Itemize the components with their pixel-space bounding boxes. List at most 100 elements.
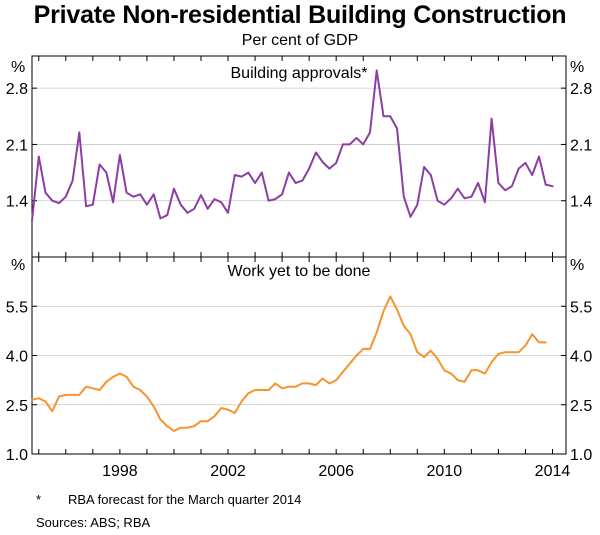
data-point — [538, 155, 540, 158]
data-point — [193, 208, 195, 210]
data-point — [288, 171, 290, 174]
data-point — [538, 341, 540, 344]
data-point — [112, 201, 114, 204]
data-point — [267, 199, 270, 202]
data-point — [443, 203, 446, 206]
data-point — [450, 372, 452, 375]
data-point — [125, 191, 128, 194]
data-point — [369, 348, 371, 350]
panel-bottom-unit-right: % — [570, 257, 584, 274]
data-point — [254, 182, 256, 184]
panel-top-unit-right: % — [570, 59, 584, 76]
y-tick-label: 5.5 — [6, 299, 28, 316]
x-tick-label: 2006 — [318, 463, 354, 480]
data-point — [213, 415, 216, 418]
data-point — [362, 348, 365, 350]
data-point — [362, 143, 365, 146]
data-point — [342, 143, 344, 146]
data-point — [220, 407, 223, 409]
y-tick-label: 1.0 — [6, 447, 28, 464]
data-point — [416, 203, 419, 206]
data-point — [497, 182, 500, 184]
sources-note: Sources: ABS; RBA — [36, 515, 151, 530]
data-point — [227, 408, 229, 411]
data-point — [179, 426, 182, 429]
data-point — [463, 197, 466, 200]
data-point — [200, 194, 202, 196]
x-tick-label: 2010 — [427, 463, 463, 480]
data-point — [423, 356, 425, 358]
data-point — [78, 131, 81, 134]
series-line — [31, 295, 547, 432]
y-tick-label: 2.8 — [6, 81, 28, 98]
data-point — [38, 397, 40, 400]
data-point — [274, 198, 277, 200]
data-point — [206, 208, 209, 210]
data-point — [524, 162, 527, 164]
grid-layer — [32, 87, 566, 406]
data-point — [484, 201, 486, 204]
data-point — [193, 425, 195, 427]
data-point — [315, 384, 317, 386]
data-point — [98, 389, 101, 391]
data-point — [504, 351, 507, 354]
data-point — [98, 163, 101, 166]
data-point — [247, 171, 250, 174]
data-point — [348, 143, 351, 146]
data-point — [477, 182, 479, 184]
y-tick-label: 2.5 — [6, 398, 28, 415]
data-point — [436, 358, 439, 360]
y-tick-label: 1.4 — [6, 194, 28, 211]
data-point — [375, 69, 378, 72]
data-point — [511, 351, 513, 354]
data-point — [335, 379, 338, 381]
data-point — [281, 387, 283, 390]
data-point — [389, 295, 392, 298]
data-point — [430, 349, 432, 352]
data-point — [423, 166, 425, 168]
y-tick-label: 2.5 — [570, 398, 592, 415]
data-point — [119, 154, 121, 156]
data-point — [139, 193, 141, 196]
data-point — [152, 193, 155, 196]
y-tick-label: 5.5 — [570, 299, 592, 316]
footnote-marker: * — [36, 492, 42, 507]
y-tick-label: 2.8 — [570, 81, 592, 98]
data-point — [31, 220, 33, 222]
data-point — [200, 420, 202, 423]
data-point — [146, 203, 148, 206]
data-point — [511, 185, 513, 187]
data-point — [463, 381, 466, 383]
data-point — [254, 389, 256, 391]
data-point — [166, 425, 168, 427]
data-point — [396, 127, 398, 130]
data-point — [288, 385, 290, 388]
data-point — [71, 179, 74, 182]
data-point — [308, 167, 310, 170]
data-point — [234, 174, 236, 176]
data-point — [71, 394, 74, 396]
data-point — [308, 382, 310, 385]
data-point — [267, 389, 270, 391]
data-point — [551, 185, 554, 187]
data-point — [450, 197, 452, 200]
data-point — [389, 115, 392, 118]
data-point — [274, 382, 277, 385]
data-point — [186, 212, 189, 214]
data-point — [85, 205, 87, 208]
y-tick-label: 1.0 — [570, 447, 592, 464]
data-point — [490, 361, 493, 363]
data-point — [375, 331, 378, 334]
x-tick-label: 2014 — [535, 463, 571, 480]
data-point — [328, 167, 331, 170]
panel-bottom-unit-left: % — [11, 257, 25, 274]
data-point — [504, 189, 507, 192]
data-point — [457, 187, 459, 190]
data-point — [240, 400, 243, 403]
data-point — [403, 195, 405, 198]
data-point — [132, 195, 135, 198]
footnote-text: RBA forecast for the March quarter 2014 — [68, 492, 302, 507]
data-point — [85, 385, 87, 388]
footnote: * RBA forecast for the March quarter 2014 — [36, 492, 301, 507]
